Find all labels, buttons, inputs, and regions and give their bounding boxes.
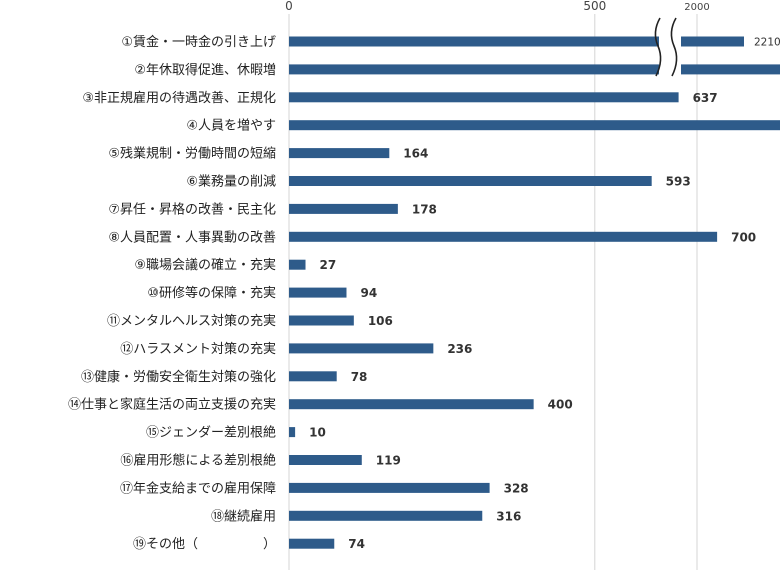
x-tick-label: 500 (583, 0, 606, 13)
category-label: ⑦昇任・昇格の改善・民主化 (108, 201, 276, 217)
category-label: ⑧人員配置・人事異動の改善 (108, 229, 276, 245)
category-label: ⑥業務量の削減 (186, 174, 276, 190)
value-label: 10 (309, 426, 326, 440)
category-label: ⑰年金支給までの雇用保障 (120, 480, 276, 496)
value-label: 27 (320, 258, 337, 272)
value-label: 2210 (754, 37, 780, 49)
value-label: 400 (548, 398, 573, 412)
bar (289, 538, 335, 549)
category-label: ⑲その他（ ） (133, 537, 276, 552)
category-label: ⑱継続雇用 (211, 508, 276, 524)
value-label: 74 (348, 537, 365, 551)
value-label: 236 (447, 342, 472, 356)
x-axis-ticks: 050010002000 (285, 0, 710, 13)
bar (289, 176, 652, 186)
bar (289, 120, 780, 131)
bar (680, 36, 744, 47)
category-label: ⑫ハラスメント対策の充実 (120, 341, 276, 357)
category-label: ⑤残業規制・労働時間の短縮 (108, 146, 276, 162)
category-label: ①賃金・一時金の引き上げ (121, 34, 276, 50)
bars (289, 36, 780, 549)
value-label: 78 (351, 370, 368, 384)
value-label: 178 (412, 202, 437, 216)
category-labels: ①賃金・一時金の引き上げ ②年休取得促進、休暇増 ③非正規雇用の待遇改善、正規化 ④人… (68, 34, 276, 552)
x-tick-label: 0 (285, 0, 293, 13)
category-label: ⑮ジェンダー差別根絶 (146, 425, 276, 441)
bar (289, 371, 337, 382)
axis-break-line (654, 17, 662, 77)
bar (289, 455, 362, 465)
category-label: ⑭仕事と家庭生活の両立支援の充実 (68, 397, 276, 413)
category-label: ⑩研修等の保障・充実 (147, 285, 276, 301)
value-label: 106 (368, 314, 393, 328)
bar (289, 343, 434, 354)
bar (289, 315, 354, 326)
bar (289, 64, 780, 75)
bar (289, 287, 347, 298)
bar (289, 92, 679, 103)
value-label: 119 (376, 454, 401, 468)
value-label: 164 (403, 147, 428, 161)
value-label: 593 (666, 175, 691, 189)
bar (289, 36, 659, 47)
category-label: ②年休取得促進、休暇増 (134, 62, 276, 78)
bar (289, 510, 483, 521)
category-label: ⑨職場会議の確立・充実 (134, 257, 276, 273)
axis-break-marker (654, 17, 681, 77)
value-label: 316 (496, 509, 521, 523)
bar (289, 427, 296, 438)
value-label: 94 (360, 286, 377, 300)
category-label: ⑬健康・労働安全衛生対策の強化 (81, 369, 276, 385)
value-label: 637 (693, 91, 718, 105)
category-label: ③非正規雇用の待遇改善、正規化 (82, 90, 276, 106)
value-labels: 2210893637106716459317870027941062367840… (309, 37, 780, 552)
bar (289, 148, 390, 159)
value-label: 328 (504, 481, 529, 495)
bar (289, 259, 306, 270)
axis-break-gap (659, 18, 681, 76)
bar (289, 399, 534, 410)
bar (289, 482, 490, 493)
category-label: ⑪メンタルヘルス対策の充実 (107, 313, 276, 329)
category-label: ④人員を増やす (186, 119, 276, 134)
axis-break-line (670, 17, 678, 77)
bar (289, 231, 718, 242)
value-label: 700 (731, 230, 756, 244)
x-tick-label: 2000 (684, 2, 709, 13)
category-label: ⑯雇用形態による差別根絶 (120, 453, 276, 469)
bar (289, 203, 398, 214)
